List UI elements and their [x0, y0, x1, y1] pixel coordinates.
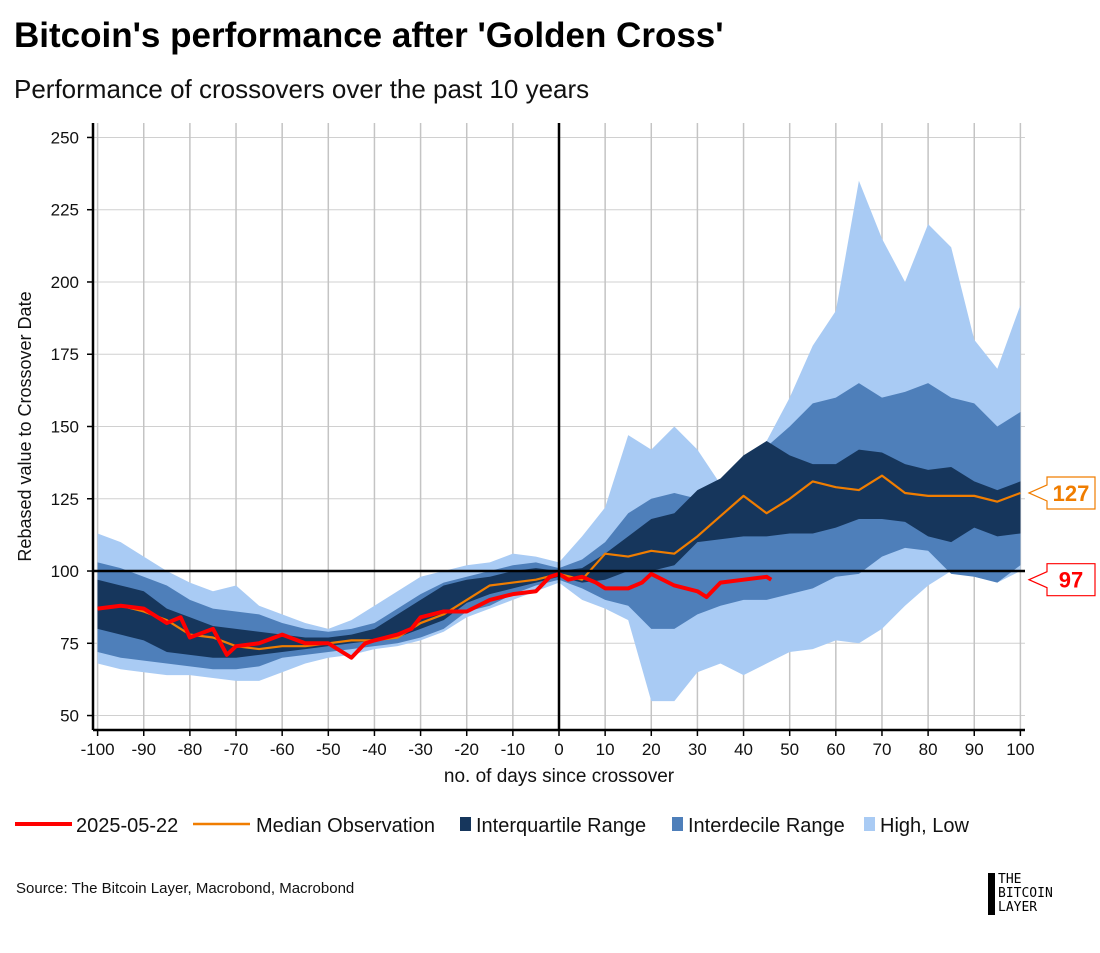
callout-value: 127 — [1053, 481, 1090, 506]
x-tick-label: 0 — [554, 740, 563, 759]
x-tick-label: -10 — [501, 740, 526, 759]
x-tick-label: 90 — [965, 740, 984, 759]
legend-swatch-interdecile — [672, 817, 683, 831]
legend-label: Interquartile Range — [476, 815, 646, 837]
x-tick-label: 70 — [873, 740, 892, 759]
x-tick-label: -30 — [408, 740, 433, 759]
x-tick-label: 50 — [780, 740, 799, 759]
legend-label: Median Observation — [256, 815, 435, 837]
x-tick-label: 60 — [826, 740, 845, 759]
x-tick-label: 100 — [1006, 740, 1034, 759]
brand-logo: THE BITCOIN LAYER — [988, 873, 1053, 915]
chart-title: Bitcoin's performance after 'Golden Cros… — [14, 16, 724, 55]
median-line-callout: 127 — [1027, 476, 1096, 510]
x-tick-label: -40 — [362, 740, 387, 759]
legend: 2025-05-22 Median Observation Interquartil… — [15, 815, 969, 837]
interquartile-band — [97, 440, 1021, 658]
y-axis-label: Rebased value to Crossover Date — [15, 291, 35, 561]
y-tick-label: 125 — [51, 490, 79, 509]
y-tick-label: 175 — [51, 345, 79, 364]
x-tick-label: 30 — [688, 740, 707, 759]
y-tick-label: 200 — [51, 273, 79, 292]
y-tick-label: 225 — [51, 201, 79, 220]
y-tick-label: 50 — [60, 707, 79, 726]
callout-box — [1027, 476, 1096, 510]
x-tick-label: -60 — [270, 740, 295, 759]
x-tick-label: 40 — [734, 740, 753, 759]
x-tick-label: -20 — [454, 740, 479, 759]
legend-label: Interdecile Range — [688, 815, 845, 837]
chart-subtitle: Performance of crossovers over the past … — [14, 74, 590, 104]
legend-swatch-high-low — [864, 817, 875, 831]
x-tick-label: 80 — [919, 740, 938, 759]
legend-swatch-interquartile — [460, 817, 471, 831]
legend-label: High, Low — [880, 815, 969, 837]
interdecile-band — [97, 383, 1021, 670]
x-tick-label: 20 — [642, 740, 661, 759]
x-tick-label: -70 — [224, 740, 249, 759]
y-tick-label: 100 — [51, 562, 79, 581]
callout-value: 97 — [1059, 568, 1083, 593]
y-tick-label: 75 — [60, 634, 79, 653]
current-2025-line-callout: 97 — [1027, 563, 1096, 597]
source-note: Source: The Bitcoin Layer, Macrobond, Ma… — [16, 880, 355, 897]
legend-label: 2025-05-22 — [76, 815, 178, 837]
x-axis-label: no. of days since crossover — [444, 766, 675, 787]
x-tick-label: 10 — [596, 740, 615, 759]
callout-box — [1027, 563, 1096, 597]
current-2025-line — [97, 571, 773, 660]
x-tick-label: -50 — [316, 740, 341, 759]
y-tick-label: 150 — [51, 418, 79, 437]
x-tick-label: -90 — [131, 740, 156, 759]
y-tick-label: 250 — [51, 128, 79, 147]
x-tick-label: -80 — [178, 740, 203, 759]
x-tick-label: -100 — [81, 740, 115, 759]
